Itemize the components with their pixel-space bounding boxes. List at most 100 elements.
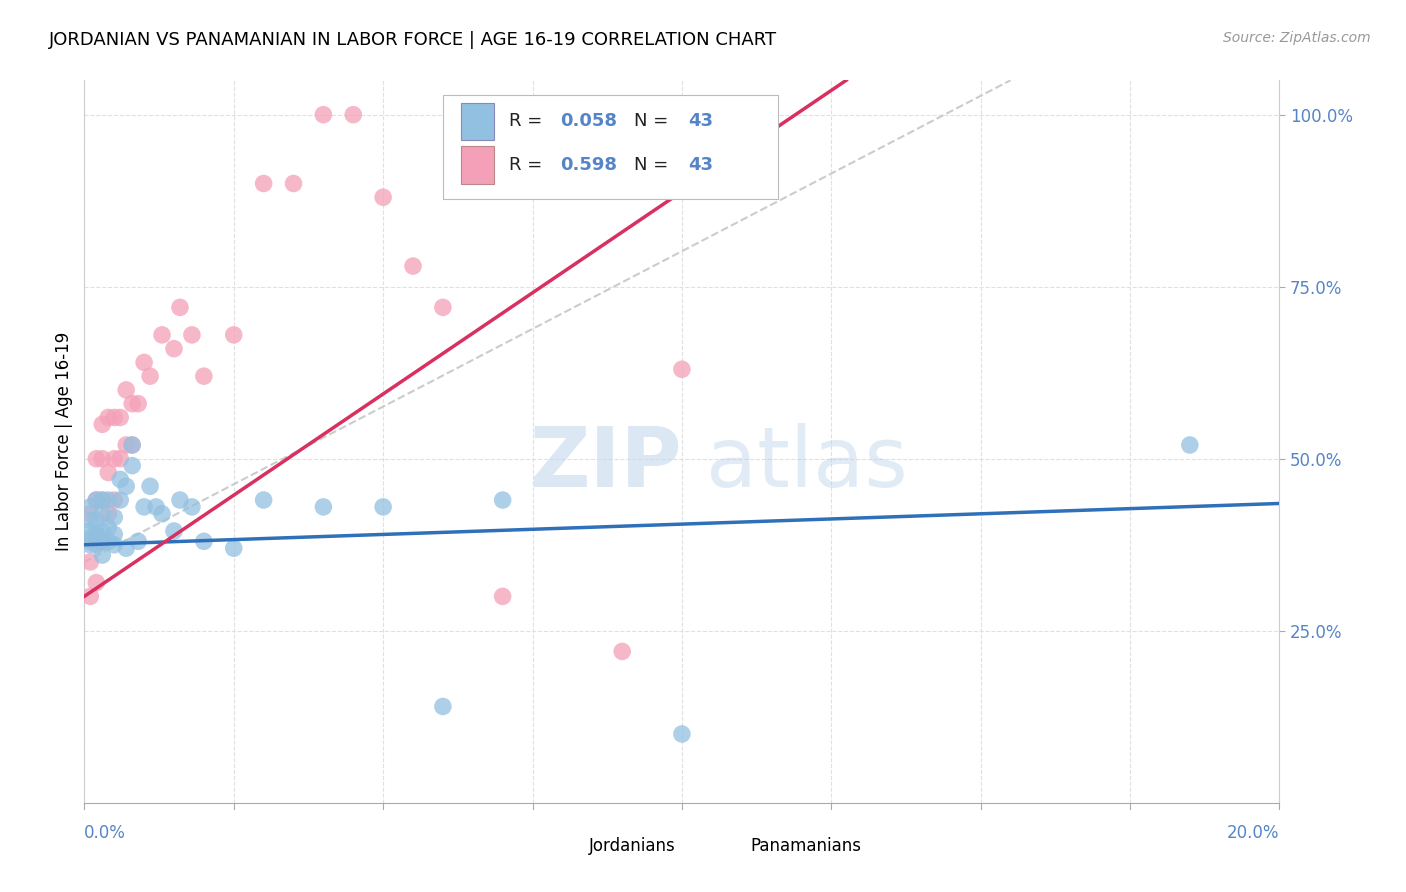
Point (121, 438, 143, 452)
Point (121, 438, 143, 452)
Point (193, 369, 215, 384)
Point (432, 699, 454, 714)
Point (283, 177, 305, 191)
Point (163, 524, 186, 538)
Point (181, 500, 204, 514)
Point (79, 507, 101, 521)
Point (127, 397, 149, 411)
Point (181, 327, 204, 342)
Point (91, 493, 114, 508)
Point (79, 534, 101, 549)
Point (150, 327, 173, 342)
FancyBboxPatch shape (711, 835, 738, 864)
Y-axis label: In Labor Force | Age 16-19: In Labor Force | Age 16-19 (55, 332, 73, 551)
Point (110, 451, 132, 466)
Point (91, 451, 114, 466)
FancyBboxPatch shape (461, 146, 495, 184)
Point (115, 383, 138, 397)
Point (103, 527, 125, 541)
Point (132, 355, 156, 369)
Point (121, 458, 143, 473)
Point (97, 493, 120, 508)
Point (671, 362, 693, 376)
Point (115, 479, 138, 493)
Point (103, 538, 125, 552)
Point (79, 555, 101, 569)
Point (342, 108, 364, 122)
Point (150, 507, 173, 521)
Point (373, 190, 395, 204)
Point (121, 397, 143, 411)
Point (132, 500, 156, 514)
Point (86, 575, 108, 590)
Point (86, 514, 108, 528)
Point (110, 410, 132, 425)
Text: N =: N = (634, 112, 673, 130)
Point (79, 500, 101, 514)
Point (86, 538, 108, 552)
Point (86, 527, 108, 541)
Text: 20.0%: 20.0% (1227, 823, 1279, 841)
Point (91, 493, 114, 508)
Text: 0.598: 0.598 (560, 156, 617, 174)
Text: 0.058: 0.058 (560, 112, 617, 130)
Point (110, 472, 132, 486)
Point (79, 514, 101, 528)
Point (79, 538, 101, 552)
Point (79, 531, 101, 545)
Text: R =: R = (509, 156, 547, 174)
Point (79, 590, 101, 604)
Point (253, 493, 276, 508)
Point (127, 534, 149, 549)
Point (193, 534, 215, 549)
Point (91, 507, 114, 521)
Point (222, 327, 245, 342)
Text: Jordanians: Jordanians (589, 838, 675, 855)
Point (1178, 438, 1201, 452)
Point (115, 541, 138, 556)
Point (492, 493, 515, 508)
Point (91, 534, 114, 549)
Point (103, 451, 125, 466)
Point (222, 541, 245, 556)
Point (402, 259, 425, 273)
Point (103, 510, 125, 524)
FancyBboxPatch shape (443, 95, 778, 200)
Point (91, 524, 114, 538)
Point (86, 493, 108, 508)
FancyBboxPatch shape (551, 835, 576, 864)
Text: 43: 43 (688, 112, 713, 130)
Point (91, 534, 114, 549)
Point (103, 410, 125, 425)
Point (373, 500, 395, 514)
Point (86, 451, 108, 466)
Point (103, 493, 125, 508)
Point (169, 301, 191, 315)
Point (312, 500, 335, 514)
Point (97, 410, 120, 425)
Point (115, 438, 138, 452)
Point (432, 301, 454, 315)
Point (139, 479, 162, 493)
Point (612, 644, 634, 658)
Text: N =: N = (634, 156, 673, 174)
Text: JORDANIAN VS PANAMANIAN IN LABOR FORCE | AGE 16-19 CORRELATION CHART: JORDANIAN VS PANAMANIAN IN LABOR FORCE |… (49, 31, 778, 49)
Text: 43: 43 (688, 156, 713, 174)
Point (163, 342, 186, 356)
Point (110, 493, 132, 508)
Text: R =: R = (509, 112, 547, 130)
Point (97, 534, 120, 549)
FancyBboxPatch shape (461, 103, 495, 140)
Text: Panamanians: Panamanians (749, 838, 860, 855)
Point (97, 507, 120, 521)
Point (79, 524, 101, 538)
Text: Source: ZipAtlas.com: Source: ZipAtlas.com (1223, 31, 1371, 45)
Text: 0.0%: 0.0% (84, 823, 127, 841)
Point (312, 108, 335, 122)
Point (86, 493, 108, 508)
Point (91, 417, 114, 432)
Text: ZIP: ZIP (530, 423, 682, 504)
Point (86, 527, 108, 541)
Point (145, 500, 167, 514)
Point (671, 727, 693, 741)
